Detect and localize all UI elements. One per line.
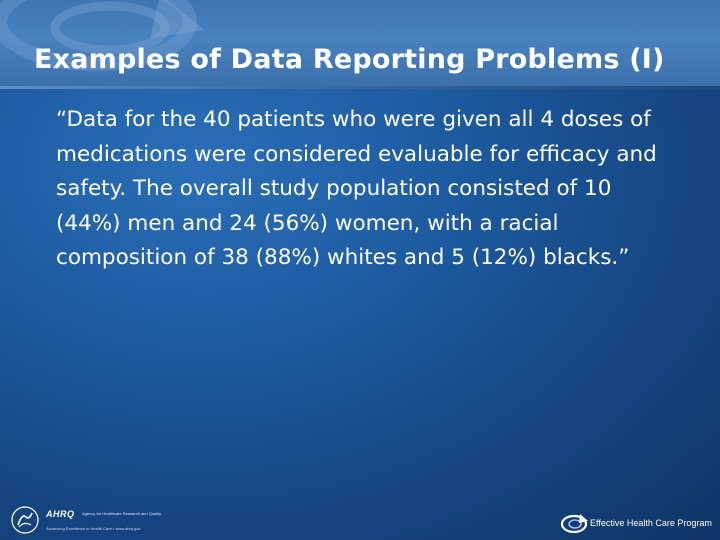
footer-ahrq-branding: AHRQ Agency for Healthcare Research and … xyxy=(10,505,195,537)
footer-program-branding: Effective Health Care Program xyxy=(560,510,720,538)
ahrq-name: AHRQ xyxy=(46,509,75,519)
ehc-swirl-watermark-icon xyxy=(0,0,205,71)
ahrq-logo: AHRQ Agency for Healthcare Research and … xyxy=(46,508,196,536)
ehc-swirl-logo-icon xyxy=(560,514,588,534)
header-divider xyxy=(0,86,720,89)
quote-text: “Data for the 40 patients who were given… xyxy=(56,107,657,270)
hhs-seal-icon xyxy=(11,506,39,534)
header-band xyxy=(0,0,720,88)
ahrq-full-name: Agency for Healthcare Research and Quali… xyxy=(82,511,162,516)
program-name: Effective Health Care Program xyxy=(590,518,712,528)
ahrq-tagline: Advancing Excellence in Health Care • ww… xyxy=(46,526,141,531)
slide-title: Examples of Data Reporting Problems (I) xyxy=(34,44,665,75)
